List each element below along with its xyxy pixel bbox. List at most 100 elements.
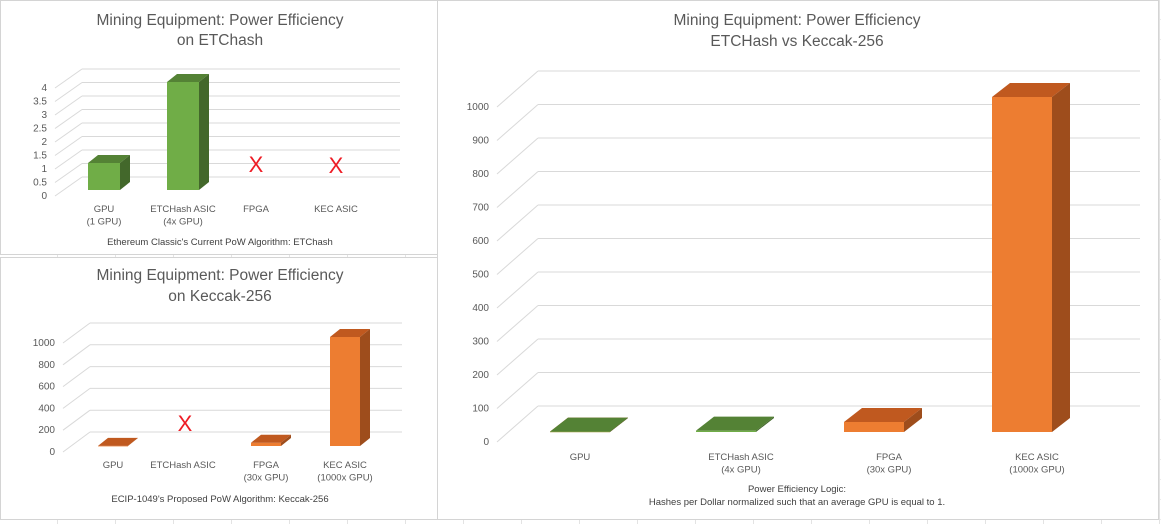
bar-keccak-256-2[interactable] <box>251 434 291 446</box>
category-label: GPU <box>103 460 124 471</box>
bar-etchash-0[interactable] <box>550 417 628 433</box>
gridline-depth <box>54 109 83 129</box>
bar-top <box>550 417 628 432</box>
bar-front <box>992 97 1052 432</box>
y-tick-label: 0 <box>41 191 47 202</box>
bar-etchash-1[interactable] <box>167 74 209 190</box>
bar-front <box>88 163 120 190</box>
category-label: FPGA <box>876 452 903 463</box>
gridline-depth <box>54 149 83 170</box>
gridline-depth <box>496 137 539 175</box>
bar-top <box>98 437 138 446</box>
gridline-depth <box>496 238 539 275</box>
gridline-depth <box>496 372 539 409</box>
gridline-depth <box>496 338 539 376</box>
bar-side <box>610 417 628 432</box>
category-label: ETCHash ASIC <box>150 460 216 471</box>
chart-title: Mining Equipment: Power Efficiency <box>97 267 344 284</box>
y-tick-label: 0 <box>49 447 55 458</box>
category-label: KEC ASIC <box>323 460 367 471</box>
category-label: ETCHash ASIC <box>708 452 774 463</box>
gridline-depth <box>54 95 83 116</box>
bar-top <box>992 83 1070 97</box>
axis-title: Hashes per Dollar normalized such that a… <box>649 497 945 508</box>
bar-front <box>550 431 610 433</box>
not-applicable-x-marker: X <box>178 411 193 436</box>
category-label: KEC ASIC <box>1015 452 1059 463</box>
bar-keccak-256-2[interactable] <box>844 407 922 432</box>
gridline-depth <box>496 271 539 309</box>
chart-title: Mining Equipment: Power Efficiency <box>674 12 921 29</box>
not-applicable-x-marker: X <box>249 152 264 177</box>
bar-front <box>251 442 281 446</box>
category-label: FPGA <box>253 460 280 471</box>
y-tick-label: 1.5 <box>33 151 47 162</box>
gridline-depth <box>496 405 539 443</box>
category-label: (4x GPU) <box>163 217 203 228</box>
category-label: (1 GPU) <box>87 217 122 228</box>
bar-top <box>844 407 922 422</box>
axis-title: Ethereum Classic's Current PoW Algorithm… <box>107 237 333 248</box>
gridline-depth <box>62 322 91 344</box>
axis-title: ECIP-1049's Proposed PoW Algorithm: Kecc… <box>111 494 328 505</box>
category-label: GPU <box>94 204 115 215</box>
bar-side <box>1052 83 1070 432</box>
y-tick-label: 4 <box>41 83 47 94</box>
bar-side <box>281 434 291 446</box>
bar-top <box>696 416 774 431</box>
bar-front <box>696 430 756 432</box>
bar-front <box>98 445 128 447</box>
chart-comparison: Mining Equipment: Power Efficiency ETCHas… <box>467 12 1140 508</box>
bar-etchash-1[interactable] <box>696 416 774 432</box>
gridline-depth <box>496 204 539 242</box>
y-tick-label: 1000 <box>467 102 490 113</box>
chart-etchash: Mining Equipment: Power Efficiency on ETC… <box>33 12 400 248</box>
gridline-depth <box>496 171 539 208</box>
bar-top <box>251 434 291 443</box>
bar-side <box>756 416 774 432</box>
bar-keccak-256-0[interactable] <box>98 437 138 447</box>
bar-keccak-256-3[interactable] <box>992 83 1070 432</box>
y-tick-label: 600 <box>38 382 55 393</box>
chart-etchash-panel[interactable] <box>0 0 438 255</box>
chart-subtitle: on ETChash <box>177 32 263 49</box>
y-tick-label: 2.5 <box>33 124 47 135</box>
y-tick-label: 3 <box>41 110 47 121</box>
y-tick-label: 400 <box>472 303 489 314</box>
chart-keccak: Mining Equipment: Power Efficiency on Kec… <box>33 267 402 505</box>
axis-title: Power Efficiency Logic: <box>748 484 846 495</box>
bar-keccak-256-3[interactable] <box>330 329 370 446</box>
category-label: GPU <box>570 452 591 463</box>
bar-etchash-0[interactable] <box>88 155 130 190</box>
y-tick-label: 600 <box>472 236 489 247</box>
bar-top <box>330 329 370 337</box>
y-tick-label: 0.5 <box>33 178 47 189</box>
y-tick-label: 400 <box>38 403 55 414</box>
bar-side <box>904 407 922 432</box>
category-label: FPGA <box>243 204 270 215</box>
category-label: ETCHash ASIC <box>150 204 216 215</box>
y-tick-label: 3.5 <box>33 97 47 108</box>
gridline-depth <box>496 70 539 108</box>
bar-top <box>88 155 130 163</box>
chart-subtitle: on Keccak-256 <box>168 288 271 305</box>
gridline-depth <box>62 344 91 366</box>
y-tick-label: 100 <box>472 404 489 415</box>
not-applicable-x-marker: X <box>329 153 344 178</box>
y-tick-label: 800 <box>472 169 489 180</box>
y-tick-label: 900 <box>472 136 489 147</box>
y-tick-label: 1000 <box>33 338 56 349</box>
bar-top <box>167 74 209 82</box>
y-tick-label: 1 <box>41 164 47 175</box>
bar-side <box>120 155 130 190</box>
gridline-depth <box>54 163 83 183</box>
category-label: (1000x GPU) <box>1009 465 1064 476</box>
y-tick-label: 200 <box>38 425 55 436</box>
y-tick-label: 200 <box>472 370 489 381</box>
y-tick-label: 500 <box>472 270 489 281</box>
bar-front <box>167 82 199 190</box>
bar-front <box>844 421 904 432</box>
category-label: (30x GPU) <box>244 473 289 484</box>
gridline-depth <box>496 104 539 141</box>
